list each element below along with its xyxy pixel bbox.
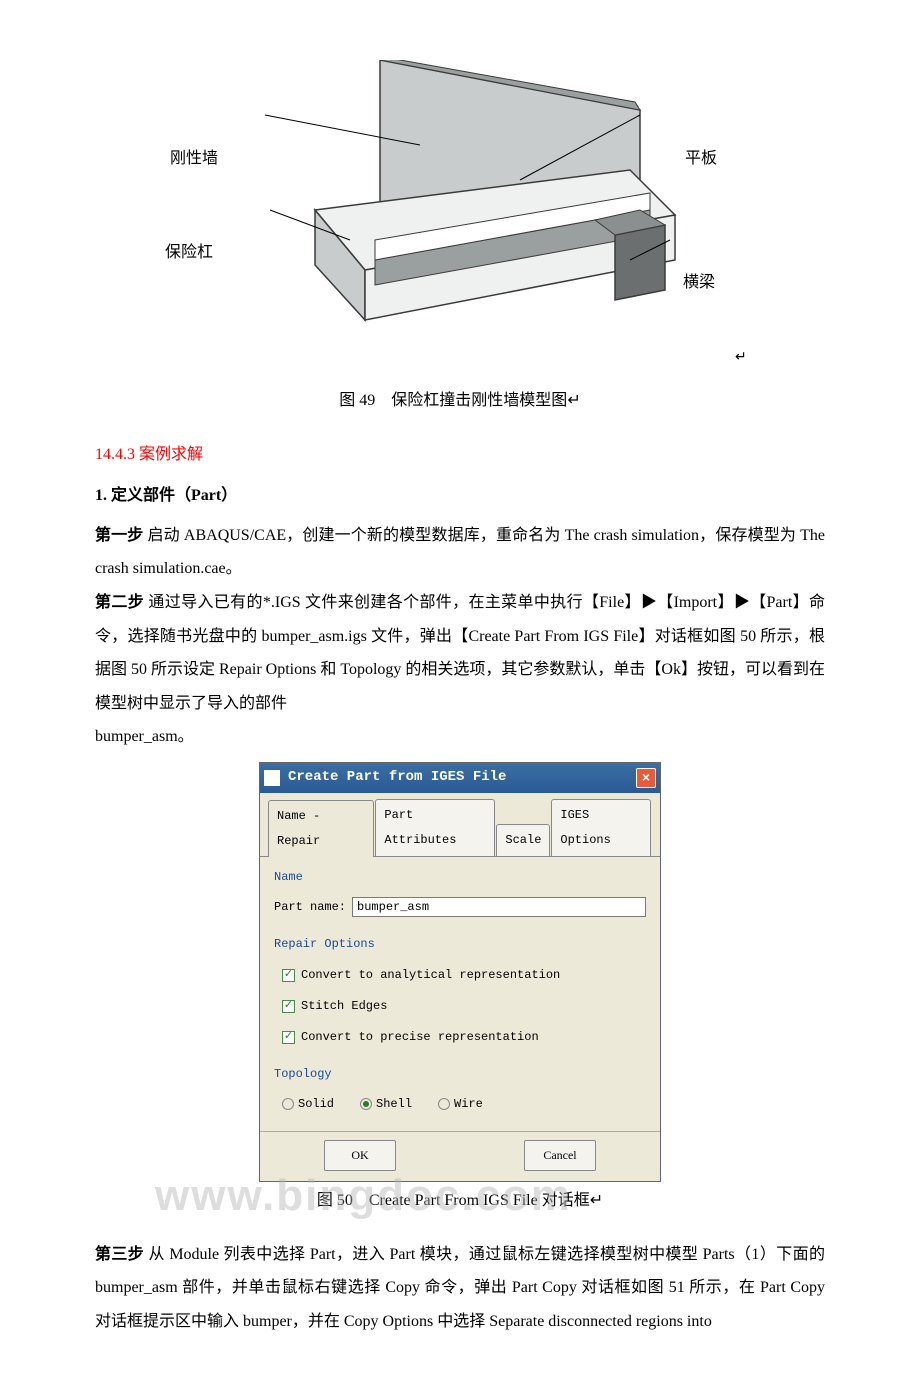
name-section-title: Name [274,865,646,890]
radio-shell-label: Shell [376,1092,412,1117]
cancel-button[interactable]: Cancel [524,1140,596,1171]
step1-paragraph: 第一步 启动 ABAQUS/CAE，创建一个新的模型数据库，重命名为 The c… [95,519,825,586]
cb-precise-row[interactable]: ✓ Convert to precise representation [282,1025,646,1050]
dialog-titlebar-icon [264,770,280,786]
cb-analytical-label: Convert to analytical representation [301,963,560,988]
close-icon[interactable]: × [636,768,656,788]
radio-wire-item[interactable]: Wire [438,1092,483,1117]
radio-solid-label: Solid [298,1092,334,1117]
radio-shell-item[interactable]: Shell [360,1092,412,1117]
dialog-tabs: Name - Repair Part Attributes Scale IGES… [260,793,660,856]
repair-section-title: Repair Options [274,932,646,957]
radio-solid-item[interactable]: Solid [282,1092,334,1117]
radio-icon[interactable] [282,1098,294,1110]
label-rigid-wall: 刚性墙 [170,142,218,176]
topology-fieldset: Topology Solid Shell Wire [274,1062,646,1116]
section-heading: 14.4.3 案例求解 [95,438,825,472]
step2-tail: bumper_asm。 [95,720,825,754]
repair-options-fieldset: Repair Options ✓ Convert to analytical r… [274,932,646,1051]
figure-49-num: 图 49 [339,392,375,409]
figure-49-text: 保险杠撞击刚性墙模型图 [391,392,567,409]
dialog-wrap: Create Part from IGES File × Name - Repa… [95,762,825,1182]
step1-text: 启动 ABAQUS/CAE，创建一个新的模型数据库，重命名为 The crash… [95,527,825,578]
label-bumper: 保险杠 [165,236,213,270]
bumper-model-svg [220,60,700,360]
topology-radio-row: Solid Shell Wire [282,1092,646,1117]
step1-label: 第一步 [95,527,143,544]
topology-section-title: Topology [274,1062,646,1087]
create-part-iges-dialog: Create Part from IGES File × Name - Repa… [259,762,661,1182]
model-diagram-area: 刚性墙 平板 保险杠 横梁 ↵ [95,60,825,380]
cb-stitch-label: Stitch Edges [301,994,387,1019]
checkbox-checked-icon[interactable]: ✓ [282,969,295,982]
figure-50-text: Create Part From IGS File 对话框 [369,1192,590,1209]
part-name-input[interactable] [352,897,646,917]
step2-text: 通过导入已有的*.IGS 文件来创建各个部件，在主菜单中执行【File】▶【Im… [95,594,825,712]
name-fieldset: Name Part name: [274,865,646,919]
figure-49-caption: 图 49 保险杠撞击刚性墙模型图↵ [95,384,825,418]
label-flat-plate: 平板 [685,142,717,176]
step3-paragraph: 第三步 从 Module 列表中选择 Part，进入 Part 模块，通过鼠标左… [95,1238,825,1339]
dialog-title: Create Part from IGES File [288,763,636,792]
checkbox-checked-icon[interactable]: ✓ [282,1031,295,1044]
part-name-row: Part name: [274,895,646,920]
dialog-body: Name Part name: Repair Options ✓ Convert… [260,856,660,1131]
part-subheading: 1. 定义部件（Part） [95,479,825,513]
cb-analytical-row[interactable]: ✓ Convert to analytical representation [282,963,646,988]
part-name-label: Part name: [274,895,346,920]
radio-selected-icon[interactable] [360,1098,372,1110]
cb-precise-label: Convert to precise representation [301,1025,539,1050]
cb-stitch-row[interactable]: ✓ Stitch Edges [282,994,646,1019]
step3-label: 第三步 [95,1246,144,1263]
tab-iges-options[interactable]: IGES Options [551,799,651,856]
figure-50-num: 图 50 [317,1192,353,1209]
tab-scale[interactable]: Scale [496,824,550,856]
tab-part-attributes[interactable]: Part Attributes [375,799,495,856]
tab-name-repair[interactable]: Name - Repair [268,800,374,857]
cr-symbol: ↵ [735,343,747,372]
dialog-titlebar: Create Part from IGES File × [260,763,660,793]
step2-label: 第二步 [95,594,144,611]
radio-icon[interactable] [438,1098,450,1110]
figure-50-caption: 图 50 Create Part From IGS File 对话框↵ [95,1184,825,1218]
step2-paragraph: 第二步 通过导入已有的*.IGS 文件来创建各个部件，在主菜单中执行【File】… [95,586,825,720]
radio-wire-label: Wire [454,1092,483,1117]
ok-button[interactable]: OK [324,1140,396,1171]
step3-text: 从 Module 列表中选择 Part，进入 Part 模块，通过鼠标左键选择模… [95,1246,825,1330]
dialog-footer: OK Cancel [260,1131,660,1181]
label-beam: 横梁 [683,266,715,300]
checkbox-checked-icon[interactable]: ✓ [282,1000,295,1013]
